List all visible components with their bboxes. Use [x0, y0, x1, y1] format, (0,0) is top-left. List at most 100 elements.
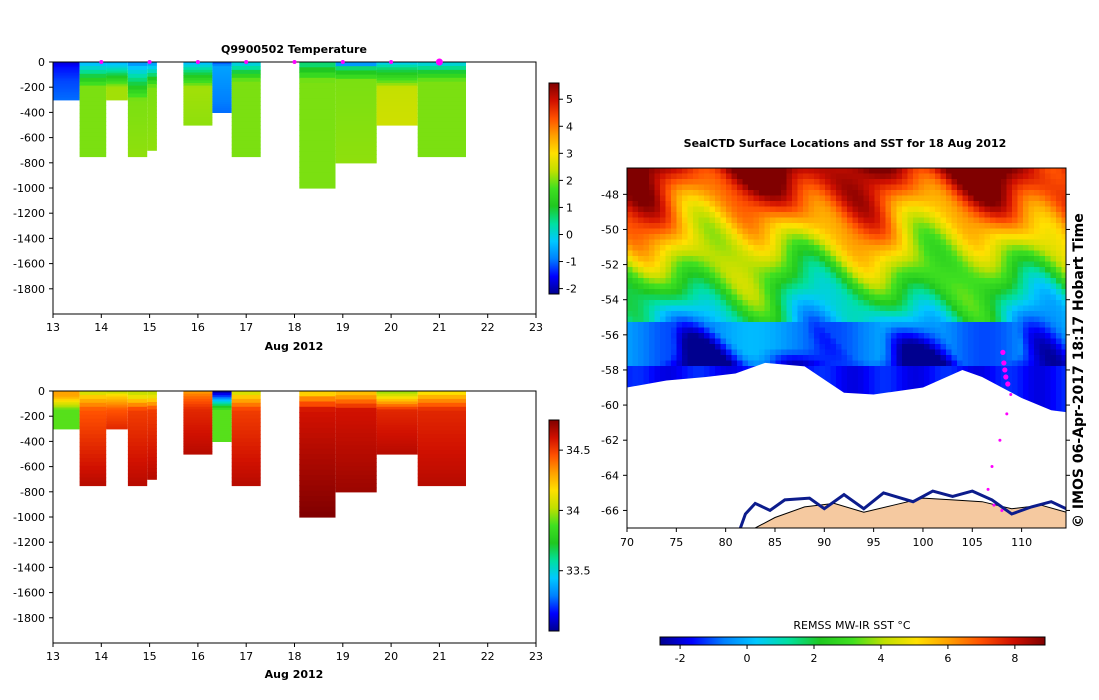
sst-cell [764, 349, 771, 356]
sst-cell [929, 316, 936, 323]
profile-cell [79, 121, 107, 126]
sst-cell [748, 316, 754, 323]
sst-cell [698, 223, 705, 229]
sst-cell [731, 245, 738, 251]
sst-cell [775, 190, 782, 196]
sst-cell [885, 267, 892, 273]
sst-cell [819, 261, 826, 268]
sst-cell [764, 267, 771, 273]
profile-cell [183, 412, 213, 416]
sst-cell [1034, 223, 1040, 229]
sst-cell [687, 316, 694, 323]
sst-cell [687, 261, 694, 268]
sst-cell [896, 360, 903, 367]
sst-cell [742, 366, 749, 372]
profile-cell [147, 84, 157, 89]
sst-cell [660, 223, 666, 229]
profile-cell [231, 426, 261, 431]
sst-cell [1001, 300, 1007, 306]
sst-cell [1028, 366, 1035, 372]
sst-cell [632, 344, 639, 350]
profile-cell [183, 451, 213, 455]
profile-cell [127, 450, 148, 455]
sst-cell [874, 344, 881, 350]
profile-cell [212, 414, 232, 417]
sst-cell [973, 366, 980, 372]
sst-cell [1028, 168, 1035, 174]
sst-cell [880, 300, 886, 306]
sst-cell [671, 294, 677, 301]
profile-cell [299, 391, 336, 397]
sst-cell [726, 349, 732, 356]
sst-cell [995, 366, 1002, 372]
sst-cell [797, 217, 804, 224]
sst-cell [643, 168, 650, 174]
sst-cell [1017, 223, 1024, 229]
sst-cell [671, 316, 677, 323]
sst-cell [951, 349, 958, 356]
sst-cell [775, 239, 782, 246]
sst-cell [913, 316, 919, 323]
profile-marker [340, 60, 345, 64]
sst-cell [671, 217, 677, 224]
sst-cell [929, 338, 936, 345]
sst-cell [858, 179, 864, 185]
sst-cell [682, 327, 688, 334]
sst-cell [638, 261, 644, 268]
sst-cell [698, 349, 705, 356]
sst-cell [1056, 250, 1062, 257]
sst-cell [962, 327, 969, 334]
sst-cell [1050, 179, 1057, 185]
sst-cell [1012, 377, 1018, 383]
sst-cell [852, 382, 859, 389]
sst-cell [660, 283, 666, 290]
sst-cell [654, 300, 661, 306]
sst-cell [979, 234, 985, 240]
profile-cell [299, 433, 336, 439]
sst-cell [687, 217, 694, 224]
sst-cell [764, 212, 771, 218]
sst-cell [731, 344, 738, 350]
sst-cell [792, 239, 798, 246]
sst-cell [649, 316, 655, 323]
sst-cell [814, 190, 820, 196]
sst-cell [1012, 388, 1018, 394]
sst-cell [924, 344, 930, 350]
sst-cell [929, 371, 936, 378]
sst-cell [896, 289, 903, 295]
x-tick-label: 20 [384, 650, 398, 663]
sst-cell [841, 173, 848, 180]
sst-cell [891, 305, 897, 312]
sst-cell [880, 206, 886, 213]
sst-cell [1056, 256, 1062, 262]
profile-cell [335, 154, 377, 160]
sst-cell [665, 355, 672, 361]
sst-cell [786, 360, 793, 367]
profile-cell [106, 422, 128, 425]
profile-cell [147, 405, 157, 410]
profile-cell [231, 406, 261, 412]
profile-cell [299, 83, 336, 89]
sst-cell [698, 206, 705, 213]
sst-cell [797, 206, 804, 213]
sst-cell [742, 228, 749, 235]
sst-cell [819, 195, 826, 202]
sst-cell [869, 173, 875, 180]
sst-cell [720, 173, 727, 180]
sst-cell [995, 206, 1002, 213]
sst-cell [704, 256, 710, 262]
sst-cell [852, 184, 859, 191]
sst-cell [918, 234, 925, 240]
sst-cell [946, 333, 952, 339]
profile-cell [417, 65, 466, 71]
sst-cell [731, 289, 738, 295]
sst-cell [1045, 250, 1051, 257]
profile-cell [231, 105, 261, 110]
sst-cell [649, 289, 655, 295]
sst-cell [984, 223, 991, 229]
sst-cell [858, 173, 864, 180]
sst-cell [962, 195, 969, 202]
sst-cell [671, 300, 677, 306]
profile-cell [376, 88, 418, 92]
